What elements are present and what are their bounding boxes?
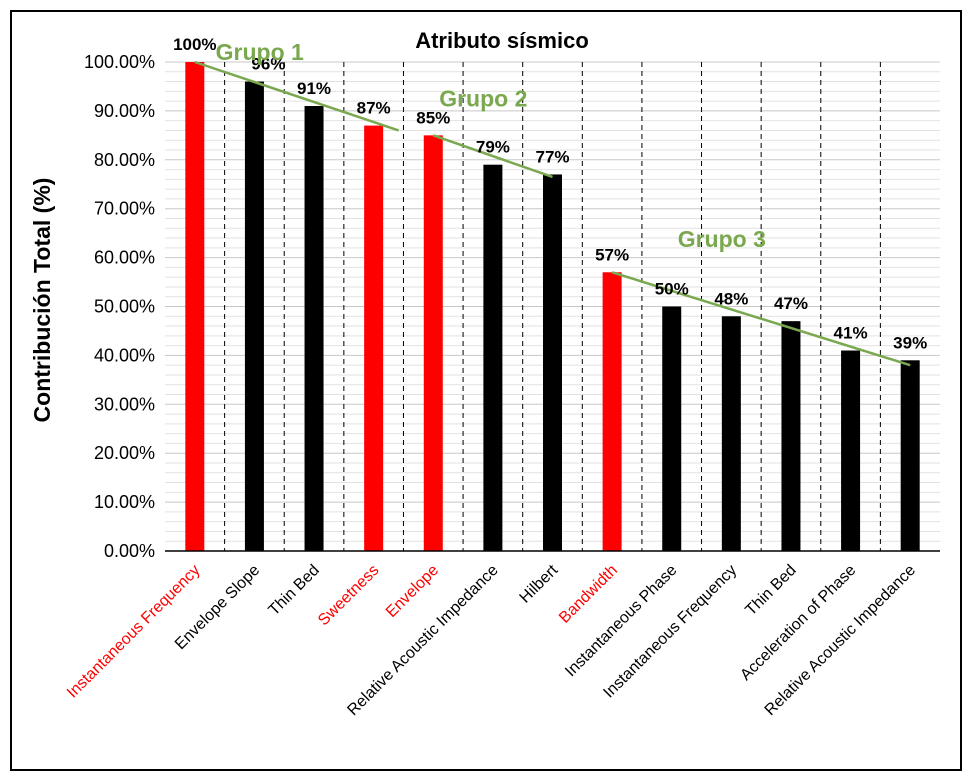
category-label: Sweetness	[315, 562, 382, 629]
data-label: 50%	[655, 280, 689, 299]
y-tick-label: 0.00%	[104, 541, 155, 561]
bar	[662, 306, 682, 551]
group-trend-lines	[194, 60, 911, 367]
data-labels: 100% 96% 91% 87% 85% 79% 77% 57% 50% 48% 47% 41% 39%	[173, 35, 927, 352]
group-trend-line	[194, 60, 400, 132]
bar	[304, 106, 324, 551]
bar	[244, 81, 264, 551]
bar	[423, 135, 443, 551]
category-label: Hilbert	[517, 561, 562, 606]
bar	[483, 164, 503, 551]
data-label: 79%	[476, 138, 510, 157]
chart-frame	[10, 10, 962, 771]
data-label: 48%	[714, 289, 748, 308]
y-tick-label: 20.00%	[94, 443, 155, 463]
group-label: Grupo 2	[439, 85, 527, 111]
y-tick-label: 30.00%	[94, 394, 155, 414]
data-label: 100%	[173, 35, 216, 54]
y-tick-label: 60.00%	[94, 248, 155, 268]
y-tick-label: 100.00%	[84, 52, 155, 72]
bar	[543, 174, 562, 551]
data-label: 57%	[595, 245, 629, 264]
data-label: 41%	[834, 324, 868, 343]
bar	[781, 321, 801, 551]
category-label: Envelope	[383, 562, 442, 621]
data-label: 77%	[535, 147, 569, 166]
group-labels: Grupo 1 Grupo 2 Grupo 3	[216, 39, 766, 252]
y-axis-ticks: 0.00% 10.00% 20.00% 30.00% 40.00% 50.00% 60.00…	[84, 52, 155, 561]
category-label: Bandwidth	[556, 562, 621, 627]
group-label: Grupo 3	[678, 226, 766, 252]
y-axis-label: Contribución Total (%)	[29, 178, 55, 423]
category-label: Thin Bed	[742, 562, 799, 619]
bar	[721, 316, 741, 551]
bar	[602, 272, 622, 551]
y-tick-label: 90.00%	[94, 101, 155, 121]
y-tick-label: 50.00%	[94, 297, 155, 317]
group-trend-line	[432, 134, 553, 179]
data-label: 85%	[416, 108, 450, 127]
data-label: 47%	[774, 294, 808, 313]
data-label: 39%	[893, 333, 927, 352]
group-label: Grupo 1	[216, 39, 304, 65]
y-tick-label: 80.00%	[94, 150, 155, 170]
bar	[900, 360, 920, 551]
data-label: 96%	[251, 55, 285, 74]
category-label: Acceleration of Phase	[737, 562, 859, 684]
data-label: 91%	[297, 79, 331, 98]
chart-title: Atributo sísmico	[415, 28, 589, 53]
bar	[364, 125, 384, 551]
category-label: Instantaneous Phase	[562, 562, 680, 680]
category-label: Thin Bed	[266, 562, 323, 619]
bar	[185, 62, 205, 551]
y-tick-label: 70.00%	[94, 199, 155, 219]
category-dividers	[224, 62, 881, 551]
bars	[185, 62, 920, 551]
y-tick-label: 10.00%	[94, 492, 155, 512]
y-tick-label: 40.00%	[94, 345, 155, 365]
group-trend-line	[611, 271, 911, 367]
data-label: 87%	[357, 99, 391, 118]
bar	[841, 350, 861, 551]
